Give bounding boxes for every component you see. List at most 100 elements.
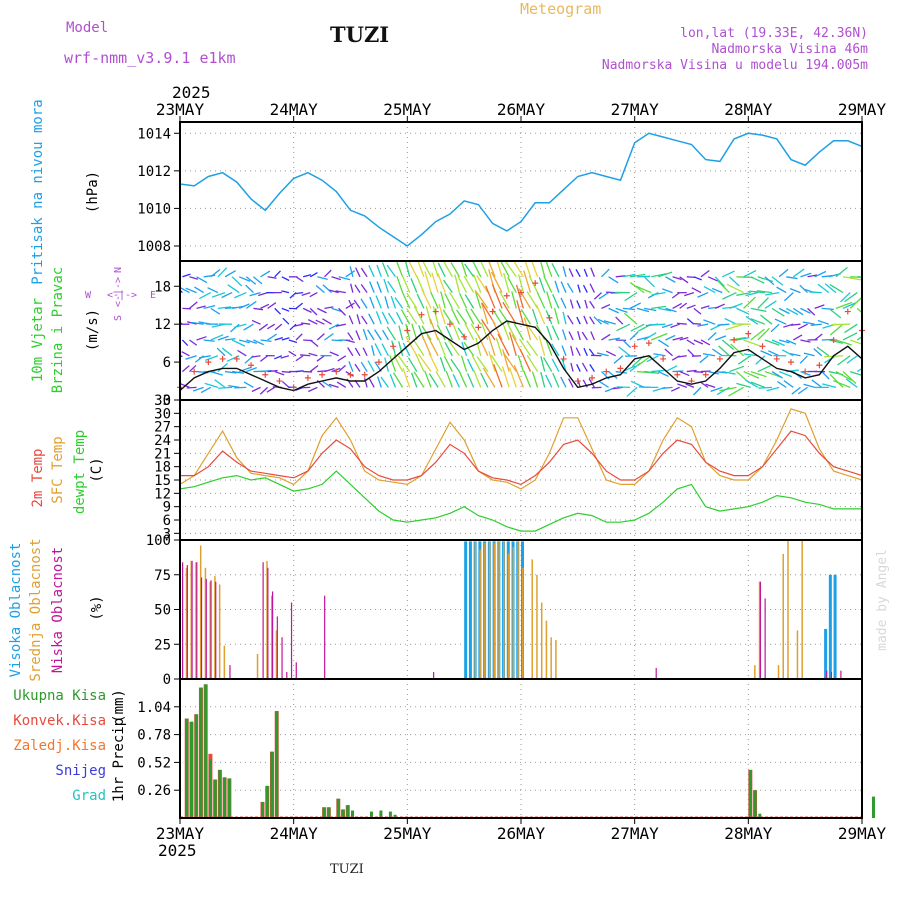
wind-arrow xyxy=(719,386,737,392)
mid-cloud-bar xyxy=(204,567,207,679)
wind-arrow xyxy=(721,339,735,351)
wind-arrow xyxy=(608,337,621,341)
wind-arrow xyxy=(598,292,609,300)
wind-arrow xyxy=(463,275,475,293)
wind-arrow xyxy=(214,379,226,388)
wind-arrow xyxy=(432,306,439,325)
gust-marker xyxy=(262,371,269,378)
gust-marker xyxy=(205,359,212,366)
wind-arrow xyxy=(743,353,758,357)
wind-arrow xyxy=(347,347,354,357)
total-precip-bar xyxy=(275,711,279,818)
y-tick-label: 21 xyxy=(154,446,171,462)
wind-arrow xyxy=(697,323,709,327)
wind-arrow xyxy=(750,381,766,388)
wind-arrow xyxy=(204,382,219,388)
wind-arrow xyxy=(180,289,183,294)
wind-arrow xyxy=(253,307,264,311)
wind-arrow xyxy=(406,308,418,325)
mid-cloud-bar xyxy=(787,540,789,679)
wind-arrow xyxy=(601,303,611,309)
wind-arrow xyxy=(791,386,801,395)
wind-arrow xyxy=(679,276,689,284)
wind-arrow xyxy=(531,308,539,325)
wind-arrow xyxy=(227,284,240,294)
wind-arrow xyxy=(355,330,361,341)
wind-arrow xyxy=(750,318,766,325)
wind-arrow xyxy=(552,372,560,388)
wind-arrow xyxy=(335,323,346,327)
gust-marker xyxy=(674,371,681,378)
gust-marker xyxy=(418,311,425,318)
wind-arrow xyxy=(203,339,215,342)
wind-arrow xyxy=(803,352,815,357)
wind-arrow xyxy=(750,328,765,341)
wind-arrow xyxy=(760,314,773,325)
wind-arrow xyxy=(401,291,411,309)
wind-arrow xyxy=(629,281,645,294)
wind-arrow xyxy=(845,378,858,388)
mid-cloud-bar xyxy=(474,541,477,679)
wind-arrow xyxy=(545,261,553,278)
total-precip-bar xyxy=(185,718,189,818)
wind-arrow xyxy=(714,335,727,341)
wind-arrow xyxy=(846,355,858,364)
wind-arrow xyxy=(622,307,636,311)
wind-arrow xyxy=(575,269,581,278)
wind-arrow xyxy=(513,364,524,388)
wind-arrow xyxy=(345,371,354,377)
wind-arrow xyxy=(651,291,666,296)
mid-cloud-bar xyxy=(522,567,524,679)
wind-arrow xyxy=(467,358,475,372)
wind-arrow xyxy=(438,303,446,325)
mid-cloud-bar xyxy=(796,630,799,679)
wind-arrow xyxy=(829,323,844,336)
wind-arrow xyxy=(842,302,856,309)
gust-marker xyxy=(290,384,297,391)
low-cloud-bar xyxy=(186,565,188,679)
y-tick-label: 27 xyxy=(154,420,171,436)
total-precip-bar xyxy=(393,814,397,818)
wind-arrow xyxy=(245,276,257,285)
low-cloud-bar xyxy=(759,581,762,679)
gust-marker xyxy=(489,308,496,315)
y-tick-label: 33 xyxy=(154,393,171,409)
chart-labels: 1008101010121014061218369121518212427303… xyxy=(8,83,890,860)
wind-arrow xyxy=(361,315,368,325)
wind-arrow xyxy=(362,347,368,357)
wind-arrow xyxy=(180,321,183,325)
gust-marker xyxy=(716,355,723,362)
wind-arrow xyxy=(760,350,773,357)
wind-arrow xyxy=(274,336,284,341)
y-tick-label: 100 xyxy=(146,533,171,549)
wind-arrow xyxy=(745,291,758,297)
wind-arrow xyxy=(603,320,616,325)
wind-arrow xyxy=(224,370,237,374)
mid-cloud-bar xyxy=(754,665,756,679)
wind-arrow xyxy=(686,339,695,346)
wind-arrow xyxy=(243,381,254,388)
wind-arrow xyxy=(672,302,682,309)
wind-arrow xyxy=(487,333,496,356)
wind-arrow xyxy=(658,370,669,377)
wind-arrow xyxy=(816,346,830,357)
wind-arrow xyxy=(560,281,567,293)
wind-arrow xyxy=(691,287,702,294)
wind-arrow xyxy=(444,342,453,357)
wind-arrow xyxy=(714,303,726,309)
y-tick-label: 75 xyxy=(154,568,171,584)
wind-arrow xyxy=(450,262,460,278)
mid-cloud-bar xyxy=(209,581,211,679)
wind-arrow xyxy=(777,380,787,388)
wind-arrow xyxy=(789,287,801,294)
wind-arrow xyxy=(502,352,517,372)
wind-arrow xyxy=(309,339,319,347)
wind-arrow xyxy=(526,354,539,372)
high-cloud-bar xyxy=(828,574,832,679)
mid-cloud-bar xyxy=(777,665,780,679)
lonlat-label: lon,lat (19.33E, 42.36N) xyxy=(680,26,868,41)
x-label-top: 25MAY xyxy=(383,100,432,119)
y-tick-label: 1008 xyxy=(137,239,171,255)
wind-arrow xyxy=(643,332,657,341)
y-tick-label: 0 xyxy=(163,672,171,688)
